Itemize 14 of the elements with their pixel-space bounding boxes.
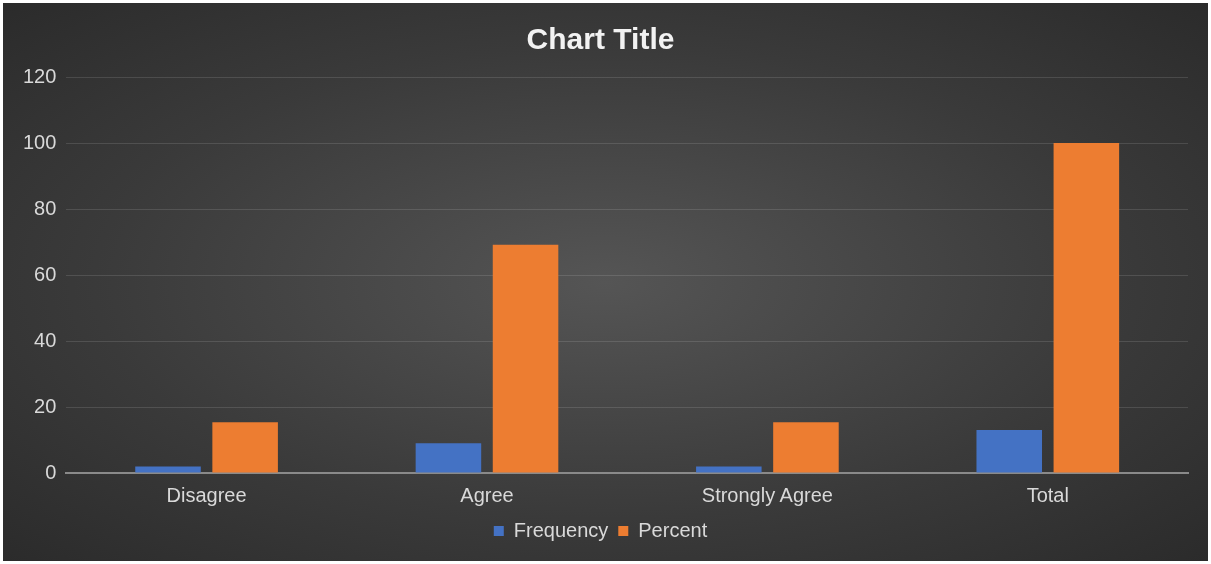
y-tick-label: 20	[34, 394, 57, 417]
y-tick-label: 40	[34, 328, 57, 351]
x-tick-label: Disagree	[166, 483, 247, 506]
y-tick-label: 60	[34, 262, 57, 285]
x-tick-label: Total	[1026, 483, 1069, 506]
legend-label: Frequency	[513, 518, 609, 541]
y-tick-label: 0	[45, 460, 57, 483]
chart-title: Chart Title	[526, 22, 675, 56]
x-tick-label: Agree	[460, 483, 514, 506]
y-tick-label: 80	[34, 196, 57, 219]
y-tick-label: 120	[22, 64, 57, 87]
legend-label: Percent	[638, 518, 708, 541]
y-tick-label: 100	[22, 130, 57, 153]
x-tick-label: Strongly Agree	[701, 483, 833, 506]
